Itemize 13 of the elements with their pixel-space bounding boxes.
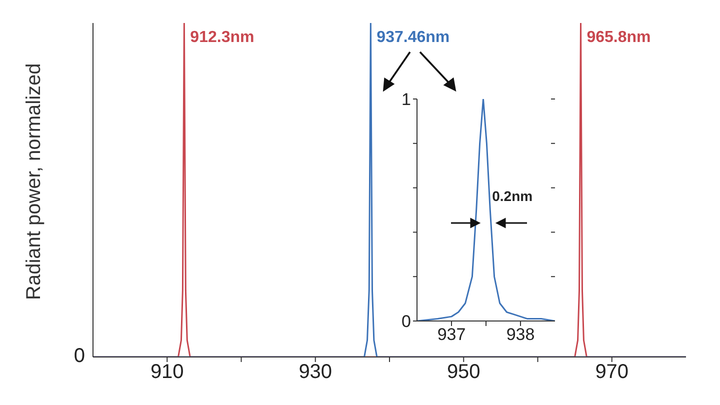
- x-tick-label: 937: [437, 325, 466, 344]
- x-tick-label: 938: [506, 325, 535, 344]
- text: 0: [72, 345, 85, 368]
- annotation: 912.3nm: [190, 29, 254, 47]
- y-tick-label: 1: [402, 90, 411, 109]
- x-tick-label: 930: [298, 361, 332, 384]
- annotation: 937.46nm: [376, 29, 450, 47]
- x-tick-label: 950: [446, 361, 480, 384]
- annotation: 965.8nm: [586, 29, 651, 47]
- x-tick-label: 970: [595, 361, 629, 384]
- annotation: 0.2nm: [492, 188, 533, 204]
- y-axis-title: Radiant power, normalized: [23, 63, 46, 300]
- x-tick-label: 910: [150, 361, 184, 384]
